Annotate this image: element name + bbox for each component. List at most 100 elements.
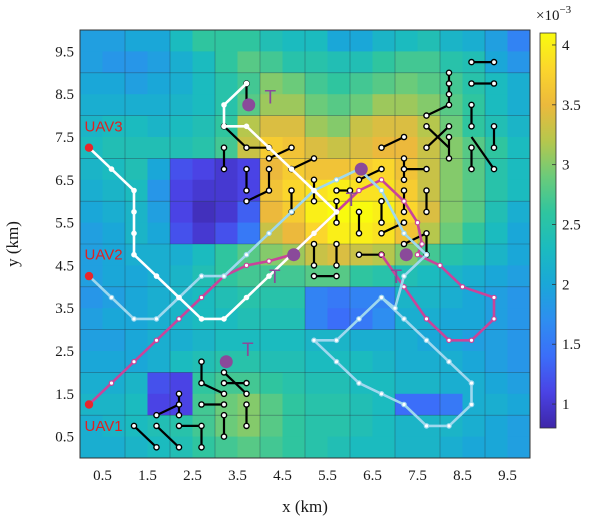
heatmap-cell (350, 265, 373, 288)
search-waypoint (243, 197, 250, 205)
heatmap-cell (305, 115, 328, 138)
target-marker (354, 162, 368, 176)
heatmap-cell (372, 72, 396, 95)
heatmap-cell (305, 415, 328, 437)
uav-waypoint (131, 316, 137, 322)
uav-waypoint (446, 337, 452, 344)
search-waypoint (220, 165, 228, 173)
heatmap-cell (215, 30, 238, 52)
heatmap-cell (170, 137, 193, 159)
uav-start-point (84, 400, 94, 409)
search-waypoint (423, 112, 430, 119)
heatmap-cell (507, 222, 531, 245)
heatmap-cell (372, 372, 396, 395)
search-waypoint (333, 187, 340, 194)
heatmap-grid (80, 30, 531, 459)
heatmap-cell (170, 115, 193, 138)
uav-waypoint (108, 294, 115, 301)
heatmap-cell (80, 158, 103, 181)
y-tick-label: 1.5 (55, 387, 74, 403)
heatmap-cell (215, 72, 238, 95)
search-waypoint (400, 219, 408, 226)
heatmap-cell (327, 286, 351, 309)
heatmap-cell (147, 244, 171, 266)
uav-waypoint (378, 251, 385, 258)
uav-waypoint (356, 316, 362, 322)
uav-start-point (84, 143, 94, 152)
heatmap-cell (147, 94, 171, 116)
uav-waypoint (446, 423, 452, 429)
search-waypoint (400, 187, 408, 194)
search-waypoint (333, 240, 340, 248)
uav-waypoint (198, 316, 205, 322)
target-marker (399, 248, 413, 262)
heatmap-cell (417, 351, 441, 373)
heatmap-cell (305, 244, 328, 266)
heatmap-cell (170, 244, 193, 266)
heatmap-cell (507, 51, 531, 74)
heatmap-cell (350, 286, 373, 309)
search-waypoint (243, 390, 250, 398)
uav-waypoint (491, 316, 497, 322)
target-label: T (391, 267, 403, 288)
heatmap-cell (507, 244, 531, 266)
uav-waypoint (468, 401, 475, 408)
heatmap-cell (350, 351, 373, 373)
heatmap-cell (102, 30, 126, 52)
uav-waypoint (198, 273, 205, 279)
uav-waypoint (153, 273, 160, 279)
heatmap-cell (215, 201, 238, 223)
heatmap-cell (327, 222, 351, 245)
search-waypoint (265, 165, 273, 173)
heatmap-cell (440, 137, 463, 159)
heatmap-cell (215, 436, 238, 459)
colorbar-tick-label: 1 (562, 397, 570, 413)
uav-waypoint (221, 273, 227, 279)
heatmap-cell (350, 436, 373, 459)
search-waypoint (310, 262, 318, 269)
search-waypoint (153, 443, 160, 451)
search-path-segment (246, 189, 270, 203)
search-waypoint (400, 155, 408, 162)
search-waypoint (265, 155, 273, 162)
search-waypoint (243, 144, 250, 151)
heatmap-cell (440, 30, 463, 52)
heatmap-cell (395, 51, 418, 74)
colorbar-tick-label: 3.5 (562, 98, 581, 114)
heatmap-cell (80, 286, 103, 309)
search-waypoint (468, 123, 475, 130)
uav-waypoint (392, 305, 398, 312)
heatmap-cell (192, 51, 216, 74)
heatmap-cell (372, 393, 396, 416)
heatmap-cell (282, 351, 306, 373)
heatmap-cell (102, 436, 126, 459)
heatmap-cell (350, 137, 373, 159)
search-waypoint (220, 411, 228, 419)
uav-waypoint (446, 358, 452, 365)
heatmap-cell (102, 244, 126, 266)
search-waypoint (490, 80, 498, 87)
x-tick-label: 2.5 (183, 468, 202, 484)
heatmap-cell (350, 51, 373, 74)
heatmap-cell (440, 308, 463, 330)
heatmap-cell (147, 351, 171, 373)
y-tick-label: 8.5 (55, 87, 74, 103)
heatmap-cell (462, 30, 486, 52)
heatmap-cell (215, 286, 238, 309)
search-waypoint (175, 401, 183, 408)
heatmap-cell (102, 137, 126, 159)
uav-waypoint (266, 273, 272, 279)
target-label: T (265, 87, 277, 108)
heatmap-cell (417, 72, 441, 95)
search-waypoint (220, 379, 228, 387)
uav-waypoint (414, 219, 421, 226)
heatmap-cell (125, 436, 148, 459)
heatmap-cell (170, 201, 193, 223)
heatmap-cell (80, 201, 103, 223)
heatmap-cell (485, 244, 508, 266)
search-path-segment (156, 403, 180, 417)
heatmap-cell (440, 393, 463, 416)
heatmap-cell (102, 415, 126, 437)
heatmap-cell (350, 415, 373, 437)
